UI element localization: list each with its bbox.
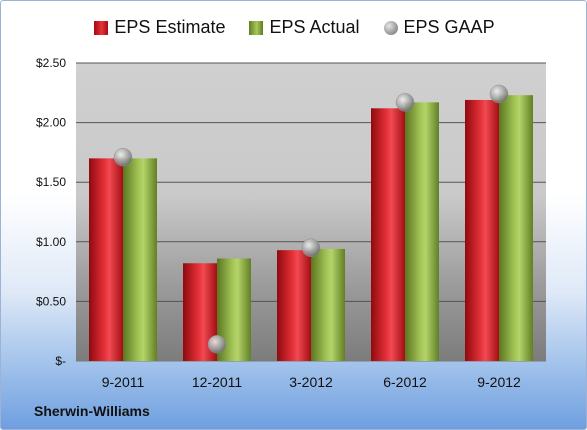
- legend-label-eps-actual: EPS Actual: [269, 17, 360, 37]
- y-tick-label: $2.00: [36, 116, 66, 130]
- legend-label-eps-estimate: EPS Estimate: [114, 17, 226, 37]
- bar-eps-actual: [405, 102, 439, 361]
- marker-eps-gaap: [113, 147, 133, 167]
- marker-eps-gaap: [207, 335, 227, 354]
- legend-item-eps-actual: EPS Actual: [249, 17, 360, 38]
- legend-swatch-eps-estimate: [94, 20, 109, 35]
- x-tick-label: 12-2011: [192, 374, 243, 390]
- y-tick-label: $1.00: [36, 235, 66, 249]
- bar-eps-estimate: [465, 99, 499, 362]
- legend-swatch-eps-actual: [249, 20, 264, 35]
- marker-eps-gaap: [395, 93, 415, 112]
- legend-label-eps-gaap: EPS GAAP: [403, 17, 495, 37]
- marker-eps-gaap: [489, 84, 509, 104]
- legend-swatch-eps-gaap: [383, 20, 398, 35]
- x-tick-label: 9-2012: [477, 374, 521, 390]
- bar-eps-estimate: [277, 250, 311, 361]
- company-name: Sherwin-Williams: [34, 403, 150, 419]
- x-tick-label: 3-2012: [289, 374, 333, 390]
- bar-eps-actual: [499, 95, 533, 362]
- marker-eps-gaap: [301, 238, 321, 258]
- y-tick-label: $-: [55, 354, 66, 368]
- y-tick-label: $0.50: [36, 294, 66, 308]
- legend-item-eps-gaap: EPS GAAP: [383, 17, 495, 38]
- bar-eps-estimate: [371, 108, 405, 362]
- bar-eps-actual: [123, 158, 157, 361]
- bar-eps-actual: [311, 248, 345, 361]
- legend-item-eps-estimate: EPS Estimate: [94, 17, 225, 38]
- y-tick-label: $2.50: [36, 56, 66, 70]
- legend: EPS Estimate EPS Actual EPS GAAP: [1, 17, 586, 38]
- bar-eps-estimate: [89, 158, 123, 361]
- y-tick-label: $1.50: [36, 175, 66, 189]
- x-tick-label: 9-2011: [102, 374, 145, 390]
- x-tick-label: 6-2012: [383, 374, 427, 390]
